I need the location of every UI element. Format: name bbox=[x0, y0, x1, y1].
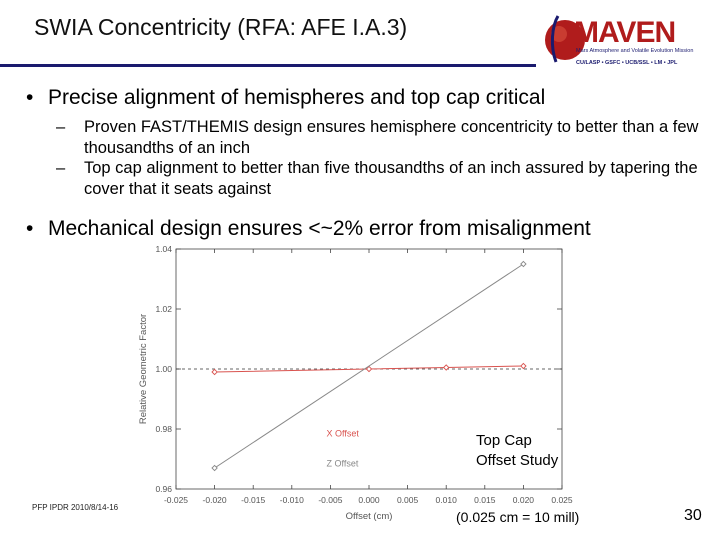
x-tick-label: 0.010 bbox=[436, 495, 458, 505]
y-tick-label: 1.00 bbox=[155, 364, 172, 374]
sub-bullet-list: – Proven FAST/THEMIS design ensures hemi… bbox=[56, 117, 706, 199]
logo-tagline: Mars Atmosphere and Volatile Evolution M… bbox=[576, 48, 693, 54]
x-tick-label: -0.015 bbox=[241, 495, 265, 505]
x-tick-label: 0.020 bbox=[513, 495, 535, 505]
maven-logo: MAVEN Mars Atmosphere and Volatile Evolu… bbox=[540, 6, 712, 70]
logo-wordmark: MAVEN bbox=[574, 16, 675, 49]
legend-entry: X Offset bbox=[327, 429, 360, 439]
logo-partners: CU/LASP • GSFC • UCB/SSL • LM • JPL bbox=[576, 60, 678, 66]
offset-study-chart: -0.025 -0.020 -0.015 -0.010 -0.005 0.000 0.005… bbox=[138, 244, 573, 522]
y-tick-label: 1.02 bbox=[155, 304, 172, 314]
plot-caption: Top Cap Offset Study bbox=[476, 431, 558, 471]
slide-title: SWIA Concentricity (RFA: AFE I.A.3) bbox=[34, 14, 408, 40]
legend-entry: Z Offset bbox=[327, 459, 359, 469]
footer-unit-note: (0.025 cm = 10 mill) bbox=[456, 509, 580, 525]
sub-bullet-text: Top cap alignment to better than five th… bbox=[84, 159, 698, 198]
y-tick-label: 0.96 bbox=[155, 484, 172, 494]
x-axis-label: Offset (cm) bbox=[346, 511, 393, 522]
sub-bullet-fast-themis: – Proven FAST/THEMIS design ensures hemi… bbox=[56, 117, 706, 158]
sub-bullet-dash: – bbox=[56, 159, 66, 177]
offset-study-plot: -0.025 -0.020 -0.015 -0.010 -0.005 0.000 0.005… bbox=[132, 243, 602, 527]
data-point bbox=[520, 362, 527, 370]
bullet-precise-alignment: • Precise alignment of hemispheres and to… bbox=[26, 86, 545, 110]
maven-logo-graphic: MAVEN Mars Atmosphere and Volatile Evolu… bbox=[545, 15, 693, 66]
x-tick-label: 0.000 bbox=[358, 495, 380, 505]
data-point bbox=[211, 368, 218, 376]
bullet-text: Mechanical design ensures <~2% error fro… bbox=[48, 217, 591, 240]
data-point bbox=[211, 464, 218, 472]
plot-caption-line: Top Cap bbox=[476, 432, 532, 449]
data-point bbox=[442, 364, 450, 371]
x-tick-label: 0.005 bbox=[397, 495, 419, 505]
y-tick-label: 0.98 bbox=[155, 424, 172, 434]
sub-bullet-top-cap: – Top cap alignment to better than five … bbox=[56, 158, 706, 199]
x-tick-label: -0.010 bbox=[280, 495, 304, 505]
x-tick-label: -0.020 bbox=[203, 495, 227, 505]
bullet-marker: • bbox=[26, 217, 34, 240]
series-line bbox=[214, 365, 524, 373]
bullet-marker: • bbox=[26, 86, 34, 109]
y-axis-label: Relative Geometric Factor bbox=[138, 314, 149, 424]
y-tick-label: 1.04 bbox=[155, 244, 172, 254]
bullet-mechanical-design: • Mechanical design ensures <~2% error fr… bbox=[26, 217, 591, 241]
x-tick-label: 0.015 bbox=[474, 495, 496, 505]
footer-event: PFP IPDR 2010/8/14-16 bbox=[32, 503, 119, 512]
x-tick-label: -0.005 bbox=[318, 495, 342, 505]
plot-caption-line: Offset Study bbox=[476, 452, 559, 469]
sub-bullet-text: Proven FAST/THEMIS design ensures hemisp… bbox=[84, 118, 699, 157]
data-point bbox=[520, 260, 527, 268]
page-number: 30 bbox=[684, 507, 702, 524]
series-line bbox=[214, 263, 524, 469]
x-tick-label: -0.025 bbox=[164, 495, 188, 505]
data-point bbox=[365, 365, 373, 373]
x-tick-label: 0.025 bbox=[551, 495, 573, 505]
bullet-text: Precise alignment of hemispheres and top… bbox=[48, 86, 546, 109]
title-rule bbox=[0, 64, 536, 67]
sub-bullet-dash: – bbox=[56, 118, 66, 136]
